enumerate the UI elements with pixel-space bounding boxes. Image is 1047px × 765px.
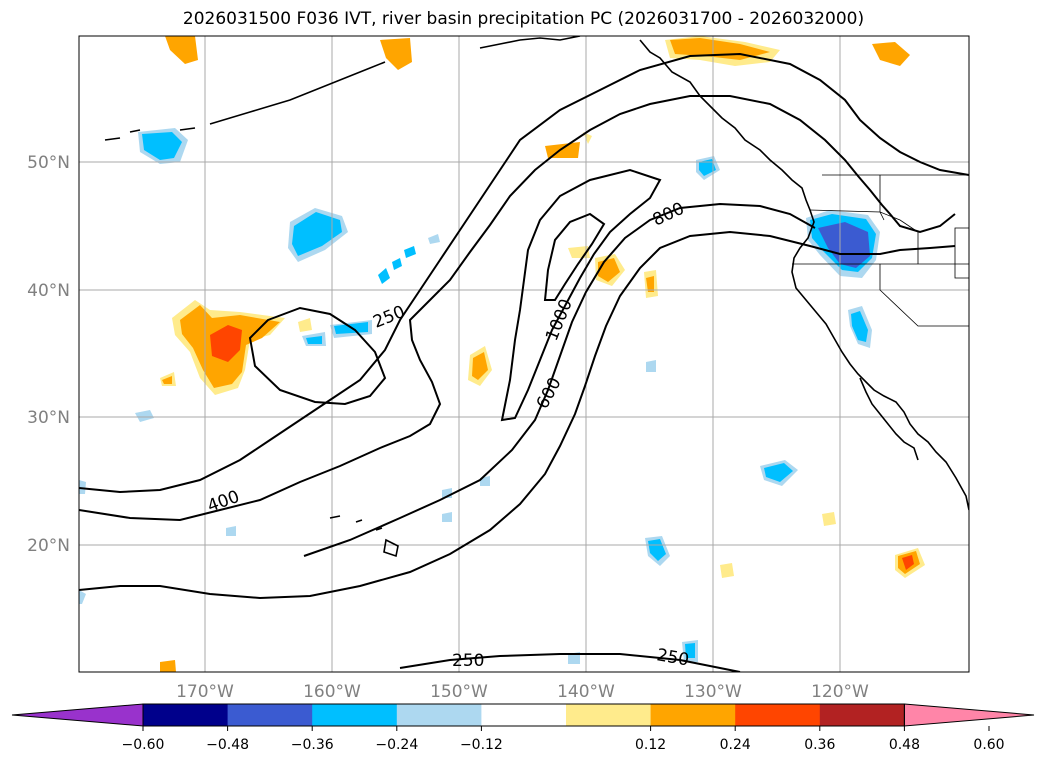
colorbar-bin <box>227 704 313 726</box>
ivt-contours <box>79 52 969 672</box>
ivt-contour-1000 <box>543 212 606 301</box>
colorbar-bin <box>650 704 736 726</box>
colorbar-tick-label: −0.12 <box>460 737 503 753</box>
positive-anomaly-patch <box>583 132 592 144</box>
colorbar: −0.60 −0.48 −0.36 −0.24 −0.12 0.12 0.24 0.36 0.4… <box>11 703 1035 753</box>
negative-anomaly-patch <box>306 336 322 344</box>
negative-anomaly-patch <box>392 258 402 270</box>
colorbar-tick-label: 0.24 <box>720 737 751 753</box>
colorbar-tick-label: 0.48 <box>889 737 920 753</box>
colorbar-bin <box>312 704 398 726</box>
positive-anomaly-patch <box>902 555 914 570</box>
ivt-label: 250 <box>452 651 484 671</box>
map-frame <box>78 35 970 673</box>
negative-anomaly-patch <box>818 222 870 268</box>
ivt-contour-400 <box>79 95 956 522</box>
negative-anomaly-patch <box>79 590 86 604</box>
lat-label-20: 20°N <box>27 536 70 556</box>
latitude-labels: 50°N 40°N 30°N 20°N <box>27 153 70 556</box>
negative-anomaly-patch <box>135 410 154 422</box>
ivt-contour-250-west <box>248 306 387 406</box>
colorbar-bin <box>481 704 567 726</box>
ivt-contour-250-north <box>79 52 969 494</box>
colorbar-tick-label: 0.12 <box>635 737 666 753</box>
utah-border <box>954 227 969 279</box>
positive-anomaly-patch <box>160 660 176 672</box>
positive-anomaly-patch <box>298 318 312 332</box>
negative-anomaly-patch <box>764 463 793 482</box>
positive-anomaly-patch <box>822 512 836 526</box>
state-borders <box>792 174 969 327</box>
colorbar-tick-label: 0.36 <box>804 737 835 753</box>
positive-anomaly-patch <box>380 38 412 70</box>
negative-anomaly-patch <box>404 246 416 258</box>
positive-anomaly-patch <box>872 42 910 66</box>
coastlines <box>104 36 969 558</box>
negative-anomaly-patch <box>428 234 440 244</box>
positive-anomaly-patch <box>165 36 198 64</box>
map-title: 2026031500 F036 IVT, river basin precipi… <box>182 9 865 29</box>
lat-label-40: 40°N <box>27 281 70 301</box>
positive-anomaly-patch <box>472 352 488 380</box>
negative-anomaly-patch <box>378 268 390 284</box>
colorbar-extend-high <box>903 703 1035 727</box>
lon-label-130w: 130°W <box>684 682 742 702</box>
negative-anomaly-patch <box>646 360 656 372</box>
negative-anomaly-patch <box>79 480 86 494</box>
baja-coast <box>859 377 919 461</box>
map-gridlines <box>79 36 969 672</box>
lon-label-160w: 160°W <box>303 682 361 702</box>
colorbar-tick-label: −0.60 <box>122 737 165 753</box>
negative-anomaly-patch <box>226 526 236 536</box>
colorbar-extend-low <box>11 703 144 727</box>
positive-anomaly-patch <box>720 563 734 578</box>
lon-label-140w: 140°W <box>557 682 615 702</box>
ivt-contour-250-south <box>79 230 956 600</box>
negative-anomaly-patch <box>442 512 452 522</box>
lon-label-150w: 150°W <box>430 682 488 702</box>
colorbar-bin <box>566 704 652 726</box>
lat-label-50: 50°N <box>27 153 70 173</box>
alaska-coast <box>479 36 581 49</box>
colorbar-tick-label: −0.36 <box>291 737 334 753</box>
ivt-contour-800 <box>500 168 662 422</box>
colorbar-frame <box>142 703 905 727</box>
idaho-border <box>879 175 919 264</box>
north-america-west-coast <box>639 39 969 511</box>
lat-label-30: 30°N <box>27 408 70 428</box>
negative-anomaly-patch <box>851 311 868 342</box>
colorbar-bin <box>819 704 905 726</box>
colorbar-bin <box>396 704 482 726</box>
ivt-contour-250-southeast <box>399 653 741 672</box>
aleutian-islands <box>104 61 386 141</box>
hawaii-islands <box>329 515 399 558</box>
colorbar-tick-label: −0.24 <box>375 737 418 753</box>
colorbar-tick-label: −0.48 <box>206 737 249 753</box>
colorbar-tick-label: 0.60 <box>973 737 1004 753</box>
map-plot-area: 250 400 600 800 1000 250 250 <box>79 36 969 672</box>
negative-anomaly-patch <box>142 132 182 160</box>
lon-label-120w: 120°W <box>811 682 869 702</box>
california-nevada-border <box>879 264 969 327</box>
negative-anomaly-patch <box>699 159 716 176</box>
colorbar-bin <box>143 704 229 726</box>
colorbar-bin <box>735 704 821 726</box>
positive-anomaly-patch <box>162 376 172 384</box>
ivt-contour-600 <box>303 202 816 557</box>
positive-anomaly-patch <box>210 325 242 362</box>
positive-anomaly-patch <box>646 276 654 292</box>
longitude-labels: 170°W 160°W 150°W 140°W 130°W 120°W <box>176 682 869 702</box>
lon-label-170w: 170°W <box>176 682 234 702</box>
negative-anomaly-patch <box>685 643 695 658</box>
negative-anomaly-patch <box>292 212 342 256</box>
